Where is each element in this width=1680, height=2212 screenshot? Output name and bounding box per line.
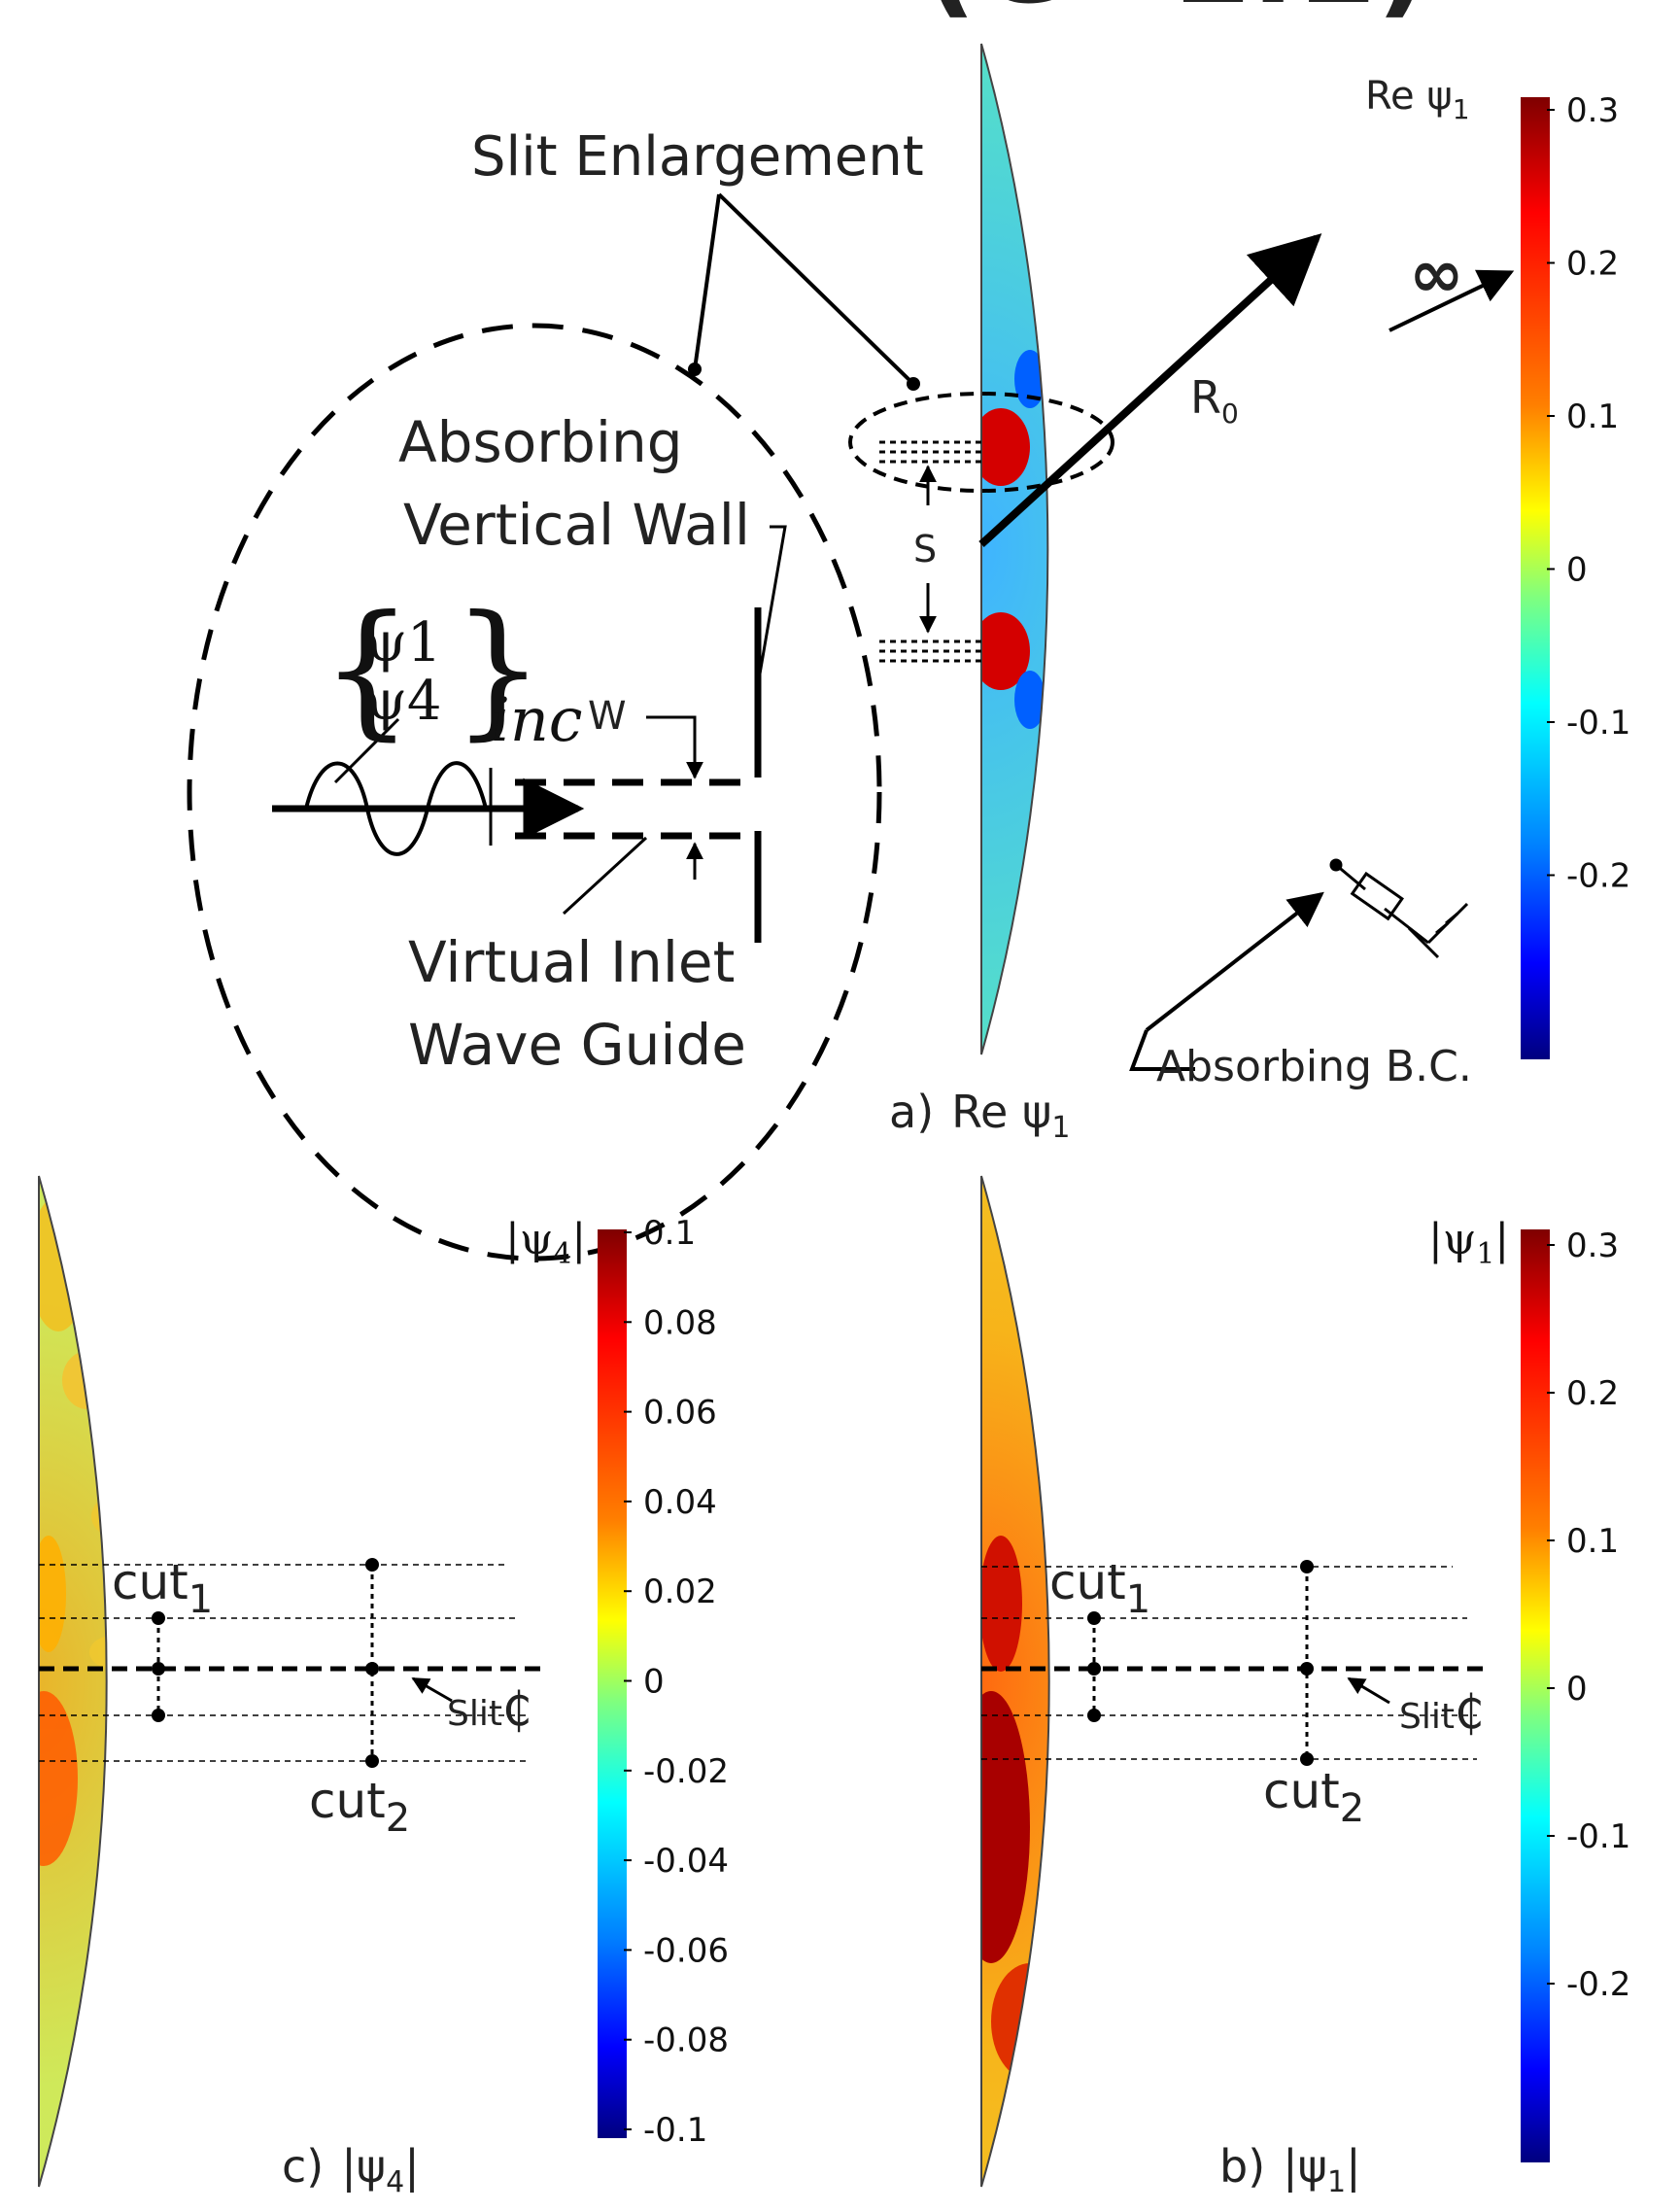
panel-c-colorbar-title: |ψ4| xyxy=(505,1215,586,1271)
panel-a-radius-label: R0 xyxy=(1190,371,1239,430)
virtual-inlet-label-2: Wave Guide xyxy=(408,1012,746,1078)
panel-b-colorbar-tick-label: 0 xyxy=(1566,1670,1588,1709)
panel-c-cut-points xyxy=(152,1558,379,1768)
panel-c-field xyxy=(39,1176,107,2187)
virtual-inlet-leader xyxy=(562,836,648,916)
slit-enlargement-leader-2 xyxy=(717,192,915,386)
panel-b-colorbar-tick-label: 0.1 xyxy=(1566,1522,1619,1561)
panel-a-colorbar-ticks: 0.3 0.2 0.1 0 -0.1 -0.2 xyxy=(1547,91,1630,896)
panel-c-colorbar-tick-label: -0.08 xyxy=(643,2022,729,2060)
panel-c-domain-outline xyxy=(38,1175,108,2188)
panel-b-colorbar-tick-label: -0.2 xyxy=(1566,1965,1630,2004)
panel-a-colorbar-tick-label: 0 xyxy=(1566,551,1588,590)
panel-c-cut2-label: cut2 xyxy=(309,1773,410,1841)
panel-c-colorbar-ticks: 0.1 0.08 0.06 0.04 0.02 0 -0.02 -0.04 -0.06 -0.08… xyxy=(624,1214,729,2150)
panel-a: S R0 ∞ Absorbing B.C. a) Re ψ1 xyxy=(848,43,1630,1145)
panel-b-guide-lines xyxy=(981,1566,1477,1760)
panel-c-colorbar xyxy=(598,1229,627,2138)
inset-dashed-ellipse xyxy=(187,323,882,1262)
panel-a-colorbar-tick-label: 0.1 xyxy=(1566,397,1619,436)
panel-a-caption: a) Re ψ1 xyxy=(889,1086,1070,1145)
panel-a-slit-upper xyxy=(879,440,981,464)
panel-a-colorbar-tick-label: 0.2 xyxy=(1566,245,1619,284)
header-title-fragment: (G=1.1) xyxy=(923,0,1429,30)
panel-c-colorbar-tick-label: -0.1 xyxy=(643,2111,707,2150)
panel-b-cut-points xyxy=(1087,1560,1314,1766)
virtual-inlet-label-1: Virtual Inlet xyxy=(408,929,735,995)
absorbing-wall-label-1: Absorbing xyxy=(398,409,683,475)
psi1-label: ψ1 xyxy=(364,611,442,674)
panel-b-cut2-label: cut2 xyxy=(1263,1763,1364,1831)
panel-b-slit-arrow xyxy=(1347,1676,1390,1705)
panel-b-colorbar-title: |ψ1| xyxy=(1428,1215,1509,1271)
panel-c-slit-label: Slit₵ xyxy=(447,1682,532,1737)
slit-enlargement-leader xyxy=(693,193,721,370)
panel-b-slit-label: Slit₵ xyxy=(1399,1685,1485,1740)
panel-c-cut1-label: cut1 xyxy=(112,1554,213,1622)
panel-a-colorbar xyxy=(1521,97,1550,1059)
panel-c-colorbar-tick-label: 0.08 xyxy=(643,1303,717,1342)
panel-c-caption: c) |ψ4| xyxy=(282,2140,420,2199)
psi4-label: ψ4 xyxy=(364,670,442,733)
panel-a-slit-lower xyxy=(879,639,981,663)
panel-c-colorbar-tick-label: -0.06 xyxy=(643,1931,729,1970)
width-arrow-top xyxy=(646,715,703,779)
panel-a-field xyxy=(981,44,1048,1054)
slit-enlargement-label: Slit Enlargement xyxy=(471,125,924,189)
panel-a-colorbar-tick-label: -0.2 xyxy=(1566,857,1630,896)
panel-b-colorbar xyxy=(1521,1229,1550,2162)
incident-wave xyxy=(304,761,488,856)
panel-b-domain-outline xyxy=(980,1175,1050,2188)
panel-a-colorbar-title: Re ψ1 xyxy=(1365,74,1470,125)
brace-left: { xyxy=(321,585,413,754)
brace-right: } xyxy=(452,585,544,754)
panel-a-bc-arrow xyxy=(1145,891,1324,1032)
panel-c-colorbar-tick-label: 0.02 xyxy=(643,1573,717,1611)
panel-b-caption: b) |ψ1| xyxy=(1219,2140,1361,2199)
panel-a-colorbar-tick-label: 0.3 xyxy=(1566,91,1619,130)
panel-c-colorbar-tick-label: 0.1 xyxy=(643,1214,696,1253)
panel-c-colorbar-tick-label: 0.06 xyxy=(643,1394,717,1433)
damper-icon xyxy=(1329,858,1469,959)
panel-b-colorbar-tick-label: 0.3 xyxy=(1566,1227,1619,1265)
panel-c-colorbar-tick-label: -0.04 xyxy=(643,1842,729,1881)
width-label: W xyxy=(588,694,627,739)
absorbing-wall-leader xyxy=(756,525,787,686)
slit-enlargement-inset: Slit Enlargement Absorbing Vertical Wall… xyxy=(187,125,924,1262)
panel-c-slit-arrow xyxy=(411,1676,453,1703)
panel-c-colorbar-tick-label: -0.02 xyxy=(643,1752,729,1791)
inc-label: inc xyxy=(491,684,582,755)
panel-a-domain-outline xyxy=(980,43,1049,1055)
panel-a-radius-arrow xyxy=(978,233,1322,547)
panel-c: cut1 cut2 Slit₵ c) |ψ4| |ψ4| 0.10.080.060… xyxy=(38,1175,729,2199)
panel-a-bc-leader xyxy=(1129,1029,1195,1071)
absorbing-wall-label-2: Vertical Wall xyxy=(403,492,750,558)
panel-c-colorbar-tick-label: 0.04 xyxy=(643,1483,717,1522)
panel-b-colorbar-ticks: 0.3 0.2 0.1 0 -0.1 -0.2 xyxy=(1547,1227,1630,2004)
panel-a-infinity-arrow xyxy=(1389,269,1515,332)
panel-c-colorbar-tick-label: 0 xyxy=(643,1663,665,1702)
wave-label-leader xyxy=(333,717,400,784)
panel-b-colorbar-tick-label: 0.2 xyxy=(1566,1374,1619,1413)
panel-a-colorbar-tick-label: -0.1 xyxy=(1566,704,1630,743)
panel-b: cut1 cut2 Slit₵ b) |ψ1| |ψ1| 0.3 0.2 0.1 0 -0… xyxy=(980,1175,1630,2199)
panel-b-cut1-label: cut1 xyxy=(1049,1554,1150,1622)
panel-c-guide-lines xyxy=(39,1564,530,1762)
panel-a-absorbing-bc-label: Absorbing B.C. xyxy=(1156,1042,1472,1091)
panel-a-infinity-label: ∞ xyxy=(1409,236,1464,313)
panel-a-separation-label: S xyxy=(913,528,937,570)
panel-b-colorbar-tick-label: -0.1 xyxy=(1566,1817,1630,1856)
panel-a-slit-enlargement-ellipse xyxy=(848,392,1114,493)
panel-b-field xyxy=(981,1176,1049,2187)
